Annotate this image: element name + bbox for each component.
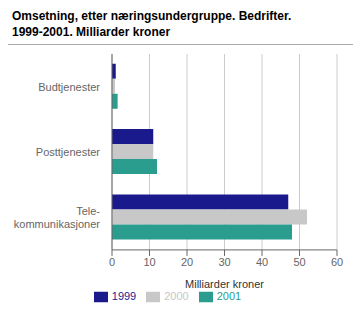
- svg-text:50: 50: [293, 256, 305, 268]
- svg-text:30: 30: [218, 256, 230, 268]
- html-text:Omsetning, etter næringsunderg: Omsetning, etter næringsundergruppe. Bed…: [12, 9, 292, 23]
- html-text:2000: 2000: [164, 289, 189, 302]
- html-text:1999-2001. Milliarder kroner: 1999-2001. Milliarder kroner: [12, 25, 171, 39]
- svg-text:Tele-kommunikasjoner: Tele-kommunikasjoner: [14, 205, 101, 230]
- svg-text:Budtjenester: Budtjenester: [38, 81, 100, 93]
- svg-text:60: 60: [331, 256, 343, 268]
- svg-text:40: 40: [256, 256, 268, 268]
- svg-text:Posttjenester: Posttjenester: [36, 146, 101, 158]
- svg-text:0: 0: [109, 256, 115, 268]
- svg-text:Milliarder kroner: Milliarder kroner: [185, 278, 264, 290]
- svg-text:10: 10: [143, 256, 155, 268]
- html-text:2001: 2001: [216, 289, 242, 302]
- html-text:1999: 1999: [111, 289, 137, 302]
- svg-text:20: 20: [181, 256, 193, 268]
